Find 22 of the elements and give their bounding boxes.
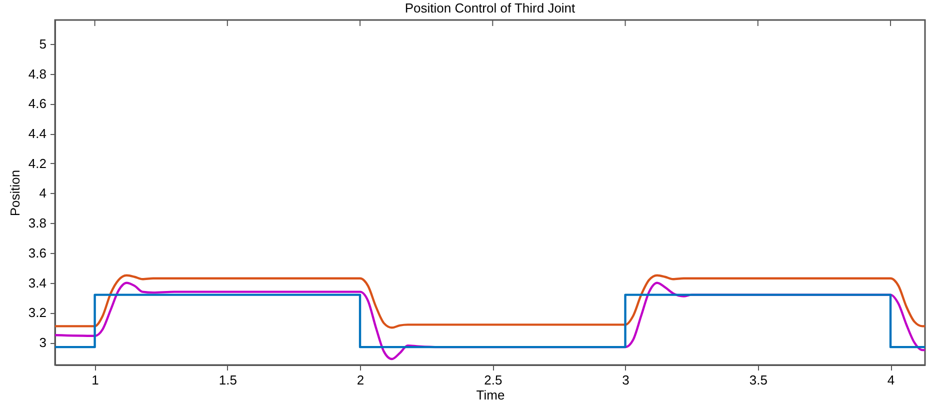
y-tick-label: 3.8 (28, 216, 46, 231)
y-tick-label: 3 (39, 335, 46, 350)
x-tick-label: 4 (887, 372, 895, 388)
y-tick-label: 4.8 (28, 66, 46, 82)
y-tick-label: 5 (39, 36, 46, 52)
x-axis-title: Time (476, 388, 505, 402)
y-tick-label: 4.2 (28, 156, 46, 171)
x-tick-label: 1 (92, 372, 99, 388)
y-tick-label: 4.6 (28, 96, 46, 112)
line-series (55, 274, 925, 329)
y-tick-label: 4.4 (28, 126, 46, 142)
y-tick-label: 3.2 (28, 305, 46, 320)
x-tick-label: 3 (622, 372, 630, 388)
x-tick-label: 2 (356, 372, 364, 388)
x-tick-label: 2.5 (484, 372, 502, 388)
chart-title: Position Control of Third Joint (404, 0, 576, 16)
y-axis-title: Position (7, 170, 22, 216)
y-tick-label: 4 (39, 186, 46, 201)
x-tick-label: 1.5 (218, 372, 237, 388)
x-tick-label: 3.5 (749, 372, 768, 388)
y-tick-label: 3.6 (28, 245, 46, 260)
y-tick-label: 3.4 (28, 275, 46, 290)
